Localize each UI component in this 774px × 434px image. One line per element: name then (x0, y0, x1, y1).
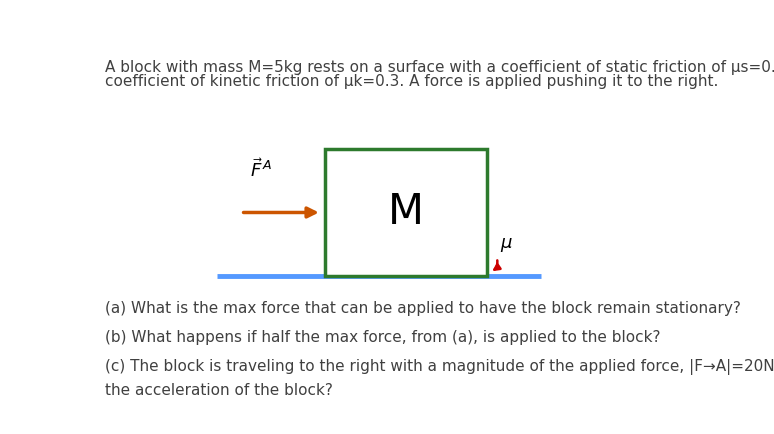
Text: (b) What happens if half the max force, from (a), is applied to the block?: (b) What happens if half the max force, … (104, 330, 660, 345)
Text: coefficient of kinetic friction of μk=0.3. A force is applied pushing it to the : coefficient of kinetic friction of μk=0.… (104, 74, 718, 89)
Text: (c) The block is traveling to the right with a magnitude of the applied force, |: (c) The block is traveling to the right … (104, 359, 774, 375)
Text: $\vec{F}^{\,A}$: $\vec{F}^{\,A}$ (250, 158, 272, 181)
Text: $\mu$: $\mu$ (500, 236, 512, 254)
Text: M: M (388, 191, 423, 233)
Bar (325, 149, 487, 276)
Text: (a) What is the max force that can be applied to have the block remain stationar: (a) What is the max force that can be ap… (104, 301, 741, 316)
FancyArrowPatch shape (495, 260, 501, 270)
Text: the acceleration of the block?: the acceleration of the block? (104, 383, 332, 398)
Text: A block with mass M=5kg rests on a surface with a coefficient of static friction: A block with mass M=5kg rests on a surfa… (104, 60, 774, 76)
